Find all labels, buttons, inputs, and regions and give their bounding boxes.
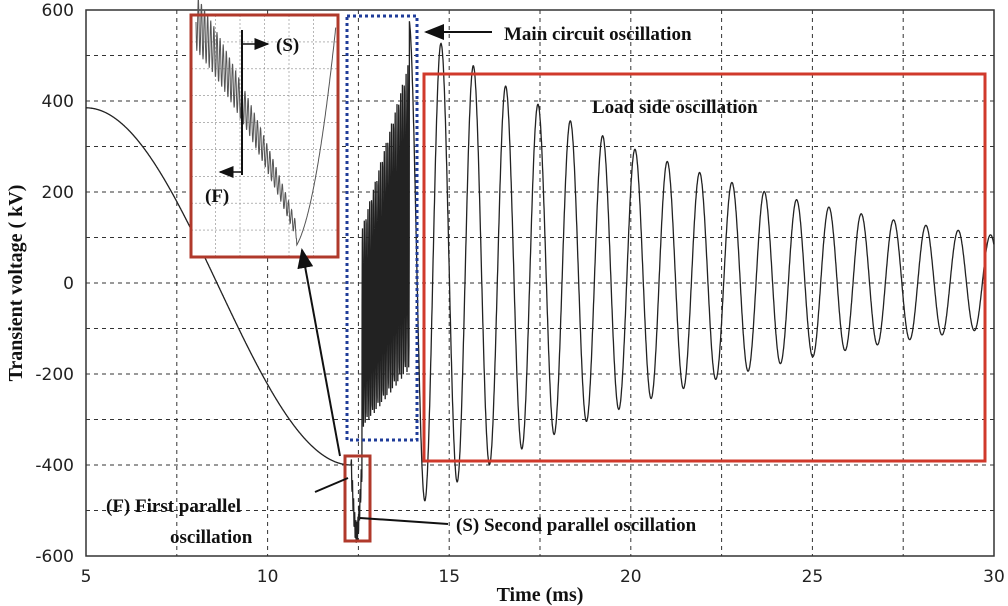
x-tick-label: 20 <box>620 567 642 587</box>
first-parallel-pointer <box>314 477 349 493</box>
main-circuit-box <box>345 14 419 442</box>
waveform-line <box>86 21 995 543</box>
y-axis-title: Transient voltage ( kV) <box>5 185 27 382</box>
second-parallel-label: (S) Second parallel oscillation <box>456 515 697 536</box>
first-parallel-label-1: (F) First parallel <box>106 496 241 517</box>
inset-waveform <box>195 0 337 247</box>
x-tick-label: 25 <box>802 567 824 587</box>
parallel-oscillation-box <box>343 454 372 543</box>
x-axis-title: Time (ms) <box>497 584 584 606</box>
zoom-inset: (S) (F) <box>189 0 340 259</box>
x-tick-label: 30 <box>983 567 1005 587</box>
y-axis-ticks: 600 400 200 0 -200 -400 -600 <box>35 1 74 567</box>
y-tick-label: -600 <box>35 547 74 567</box>
x-axis-ticks: 5 10 15 20 25 30 <box>81 567 1005 587</box>
x-tick-label: 5 <box>81 567 92 587</box>
load-side-box <box>422 72 987 463</box>
first-parallel-label-2: oscillation <box>170 527 253 548</box>
y-tick-label: 200 <box>42 183 74 203</box>
x-tick-label: 15 <box>438 567 460 587</box>
inset-f-label: (F) <box>205 186 229 207</box>
inset-border <box>189 13 340 259</box>
y-tick-label: -400 <box>35 456 74 476</box>
inset-pointer-arrow <box>297 248 341 457</box>
second-parallel-pointer <box>359 517 449 525</box>
y-tick-label: 400 <box>42 92 74 112</box>
y-tick-label: 600 <box>42 1 74 21</box>
inset-s-label: (S) <box>276 35 299 56</box>
load-side-label: Load side oscillation <box>592 97 758 118</box>
y-tick-label: -200 <box>35 365 74 385</box>
x-tick-label: 10 <box>257 567 279 587</box>
y-tick-label: 0 <box>63 274 74 294</box>
main-circuit-label: Main circuit oscillation <box>504 24 692 45</box>
